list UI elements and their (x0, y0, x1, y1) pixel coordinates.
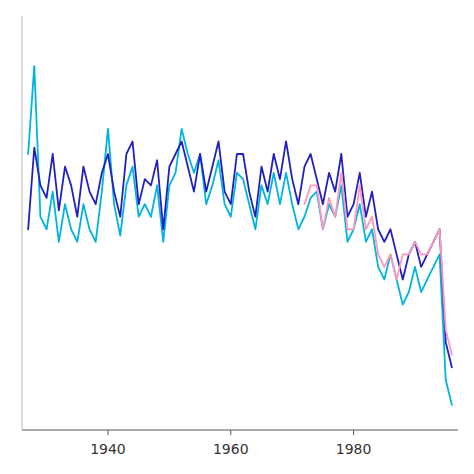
chart: 1940 1960 1980 (0, 0, 474, 474)
x-tick (353, 430, 354, 435)
series-line (28, 141, 452, 367)
y-axis-line (22, 16, 23, 430)
series-line (304, 173, 451, 355)
x-tick-label: 1940 (90, 441, 126, 457)
lines (28, 66, 452, 405)
x-tick (107, 430, 108, 435)
x-tick (230, 430, 231, 435)
x-tick-label: 1960 (213, 441, 249, 457)
x-axis-line (22, 430, 458, 431)
axes: 1940 1960 1980 (22, 16, 458, 457)
x-tick-label: 1980 (336, 441, 372, 457)
series-line (28, 66, 452, 405)
